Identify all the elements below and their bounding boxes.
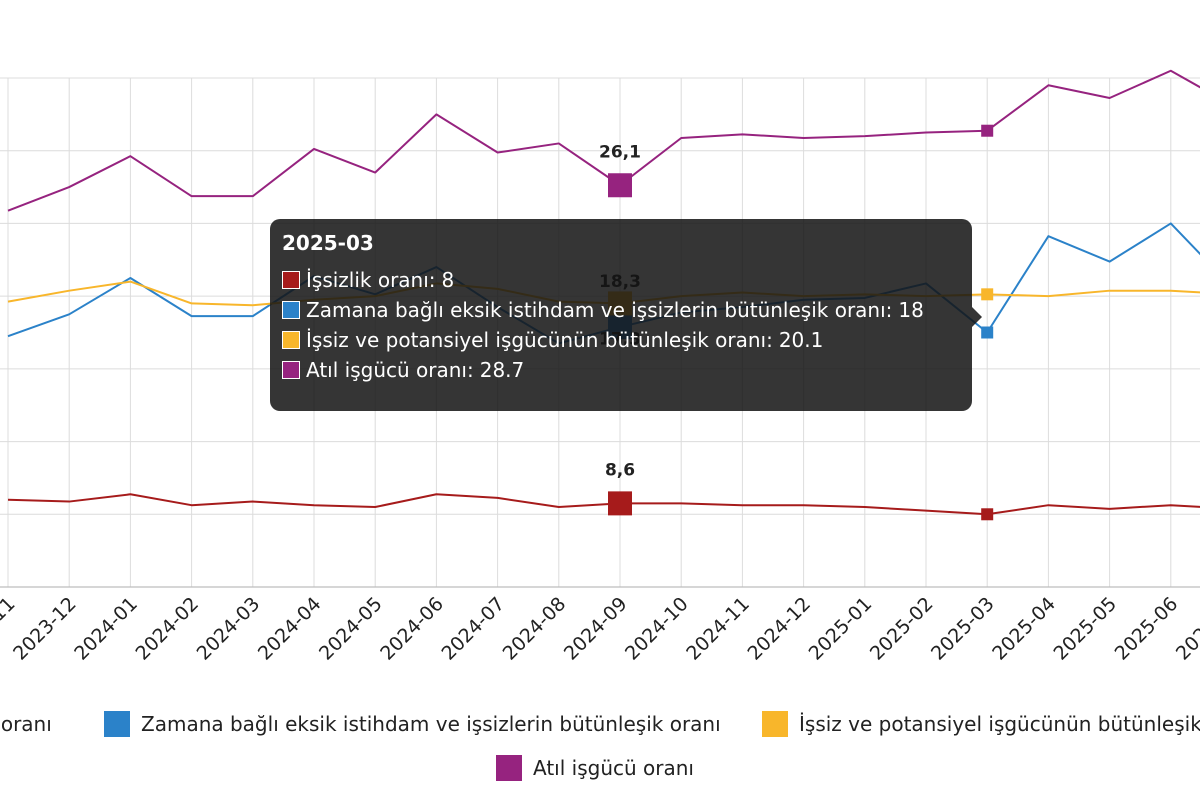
tooltip-row: İşsizlik oranı: 8 [282,265,960,295]
legend-item-label[interactable]: Zamana bağlı eksik istihdam ve işsizleri… [141,712,721,736]
x-tick-label: 2024-02 [131,593,203,665]
tooltip-row-label: İşsiz ve potansiyel işgücünün bütünleşik… [306,328,773,352]
x-tick-label: 2024-03 [193,593,265,665]
tooltip-row-value: 28.7 [479,358,525,382]
series-swatch [282,331,300,349]
x-tick-label: 2023-12 [9,593,81,665]
x-tick-label: 2025-06 [1111,593,1183,665]
legend-item-label[interactable]: İşsizlik oranı [0,712,52,736]
highlight-marker [608,491,632,516]
x-tick-label: 2024-01 [70,593,142,665]
legend-item-label[interactable]: İşsiz ve potansiyel işgücünün bütünleşik… [799,712,1200,736]
series-line [7,493,1200,516]
highlight-marker [608,173,632,198]
legend-swatch [104,711,130,737]
tooltip-row: Atıl işgücü oranı: 28.7 [282,355,960,385]
chart-tooltip: 2025-03 İşsizlik oranı: 8 Zamana bağlı e… [270,219,982,411]
series-line [7,69,1200,212]
hover-marker [981,124,994,137]
x-tick-label: 2024-10 [621,593,693,665]
x-tick-label: 2024-11 [682,593,754,665]
x-tick-label: 2025-03 [927,593,999,665]
x-tick-label: 2025-02 [866,593,938,665]
data-label: 26,1 [599,142,641,162]
hover-marker [981,326,994,339]
legend-item-label[interactable]: Atıl işgücü oranı [533,756,694,780]
x-tick-label: 2025-05 [1049,593,1121,665]
hover-marker [981,508,994,521]
x-tick-label: 2025-04 [988,593,1060,665]
tooltip-row-value: 18 [898,298,924,322]
x-tick-label: 2024-12 [743,593,815,665]
tooltip-row-value: 20.1 [778,328,824,352]
x-tick-label: 2024-04 [254,593,326,665]
tooltip-row: Zamana bağlı eksik istihdam ve işsizleri… [282,295,960,325]
tooltip-row-label: İşsizlik oranı: [306,268,436,292]
tooltip-row-label: Zamana bağlı eksik istihdam ve işsizleri… [306,298,893,322]
tooltip-row-label: Atıl işgücü oranı: [306,358,474,382]
x-tick-label: 2024-07 [437,593,509,665]
x-tick-label: 2024-05 [315,593,387,665]
legend-swatch [496,755,522,781]
x-axis-ticks: 2023-112023-122024-012024-022024-032024-… [0,593,1200,665]
series-swatch [282,271,300,289]
tooltip-row-value: 8 [441,268,455,292]
x-tick-label: 2024-08 [499,593,571,665]
x-tick-label: 2024-09 [560,593,632,665]
series-swatch [282,301,300,319]
chart-legend[interactable]: İşsizlik oranı Zamana bağlı eksik istihda… [0,711,1200,781]
tooltip-row: İşsiz ve potansiyel işgücünün bütünleşik… [282,325,960,355]
tooltip-title: 2025-03 [282,231,374,255]
data-label: 8,6 [605,460,635,480]
x-tick-label: 2024-06 [376,593,448,665]
tooltip-arrow [972,307,982,327]
x-tick-label: 2025-01 [805,593,877,665]
hover-marker [981,288,994,301]
legend-swatch [762,711,788,737]
series-swatch [282,361,300,379]
